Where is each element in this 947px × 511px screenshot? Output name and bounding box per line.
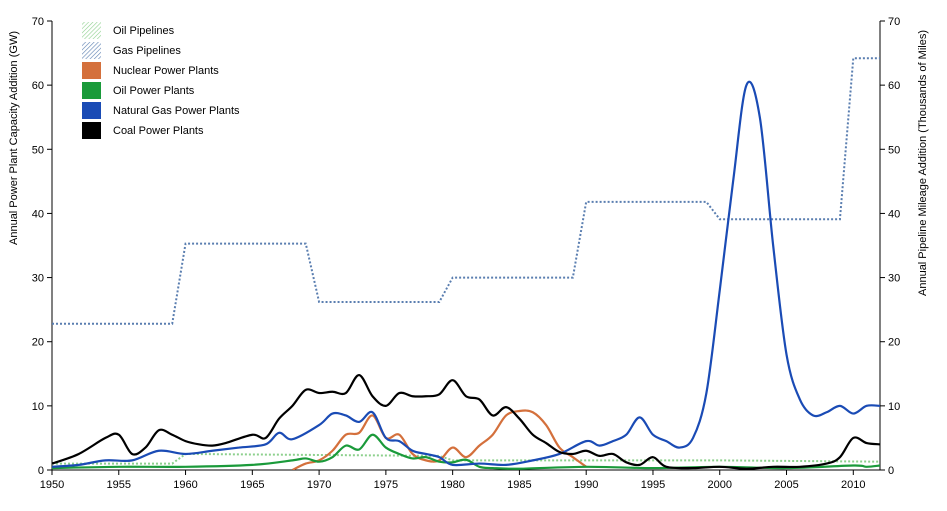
x-tick-label: 1980 bbox=[440, 479, 464, 491]
legend-label-coal-power-plants: Coal Power Plants bbox=[113, 125, 204, 137]
legend-swatch-oil-pipelines bbox=[82, 22, 101, 39]
x-tick-label: 2010 bbox=[841, 479, 865, 491]
x-tick-label: 1965 bbox=[240, 479, 264, 491]
legend: Oil Pipelines Gas Pipelines Nuclear Power … bbox=[82, 22, 240, 139]
x-tick-label: 2005 bbox=[774, 479, 798, 491]
legend-swatch-oil-power-plants bbox=[82, 82, 101, 99]
y-tick-label-right: 10 bbox=[888, 401, 900, 413]
legend-label-nuclear-power-plants: Nuclear Power Plants bbox=[113, 65, 219, 77]
y-tick-label-left: 30 bbox=[32, 273, 44, 285]
y-tick-label-right: 0 bbox=[888, 465, 894, 477]
y-tick-label-right: 50 bbox=[888, 144, 900, 156]
y-tick-label-left: 0 bbox=[38, 465, 44, 477]
series-line-coal-power-plants bbox=[52, 373, 880, 470]
x-tick-label: 1970 bbox=[307, 479, 331, 491]
y-tick-label-left: 50 bbox=[32, 144, 44, 156]
y-tick-label-left: 70 bbox=[32, 16, 44, 28]
legend-label-oil-pipelines: Oil Pipelines bbox=[113, 25, 175, 37]
legend-label-gas-pipelines: Gas Pipelines bbox=[113, 45, 181, 57]
y-tick-label-right: 20 bbox=[888, 337, 900, 349]
y-tick-label-right: 40 bbox=[888, 208, 900, 220]
x-tick-label: 1985 bbox=[507, 479, 531, 491]
series-line-gas-pipelines bbox=[52, 57, 880, 325]
x-tick-label: 1975 bbox=[374, 479, 398, 491]
legend-swatch-coal-power-plants bbox=[82, 122, 101, 139]
y-tick-label-left: 20 bbox=[32, 337, 44, 349]
legend-swatch-gas-pipelines bbox=[82, 42, 101, 59]
legend-label-oil-power-plants: Oil Power Plants bbox=[113, 85, 195, 97]
y-tick-label-left: 60 bbox=[32, 80, 44, 92]
x-tick-label: 1995 bbox=[641, 479, 665, 491]
x-tick-label: 1990 bbox=[574, 479, 598, 491]
series-line-nuclear-power-plants bbox=[291, 409, 587, 470]
y-tick-label-right: 30 bbox=[888, 273, 900, 285]
series-line-natural-gas-power-plants bbox=[52, 80, 880, 468]
y-tick-label-left: 10 bbox=[32, 401, 44, 413]
series-layer bbox=[52, 57, 880, 470]
x-tick-label: 1950 bbox=[40, 479, 64, 491]
legend-label-natural-gas-power-plants: Natural Gas Power Plants bbox=[113, 105, 240, 117]
y-tick-label-right: 70 bbox=[888, 16, 900, 28]
x-tick-label: 2000 bbox=[707, 479, 731, 491]
y-axis-right-title: Annual Pipeline Mileage Addition (Thousa… bbox=[917, 30, 929, 296]
x-tick-label: 1955 bbox=[107, 479, 131, 491]
y-tick-label-left: 40 bbox=[32, 208, 44, 220]
y-axis-left-title: Annual Power Plant Capacity Addition (GW… bbox=[8, 31, 20, 245]
legend-swatch-nuclear-power-plants bbox=[82, 62, 101, 79]
legend-swatch-natural-gas-power-plants bbox=[82, 102, 101, 119]
series-line-oil-pipelines bbox=[52, 452, 880, 465]
axes: 0 0 10 10 20 20 30 30 40 40 50 50 60 60 70 70 1950 1955 19… bbox=[32, 16, 901, 491]
x-tick-label: 1960 bbox=[173, 479, 197, 491]
y-tick-label-right: 60 bbox=[888, 80, 900, 92]
